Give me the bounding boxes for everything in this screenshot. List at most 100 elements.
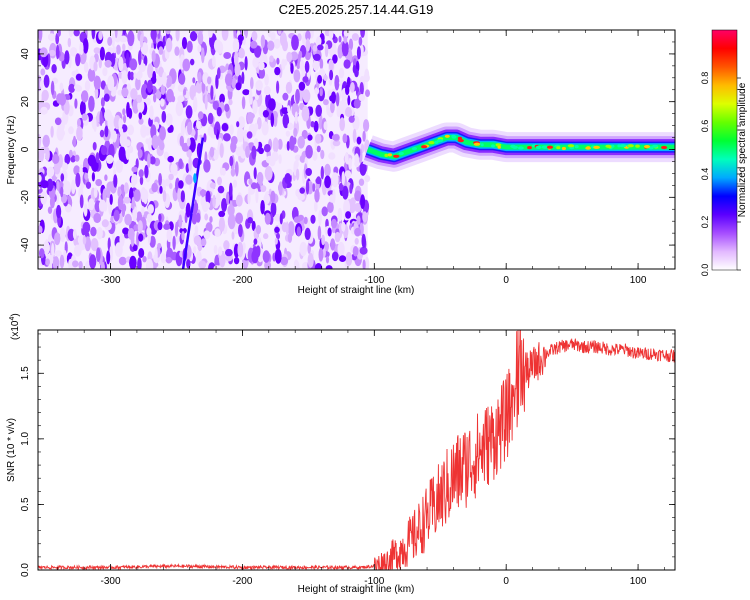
noise-speckle [188,156,192,172]
noise-speckle [78,261,83,269]
noise-speckle [361,233,366,248]
noise-speckle [87,154,96,167]
noise-speckle [324,175,331,189]
snr-line [38,330,675,570]
noise-speckle [277,138,283,150]
noise-speckle [165,113,173,126]
noise-speckle [93,47,101,54]
y-tick-label: 1.0 [20,431,31,445]
noise-speckle [90,238,99,252]
noise-speckle [255,245,261,258]
noise-speckle [191,212,198,225]
noise-speckle [302,76,309,83]
noise-speckle [141,205,145,216]
noise-speckle [362,259,366,269]
signal-hotspot [661,145,668,150]
noise-speckle [160,84,166,95]
noise-speckle [341,221,346,232]
noise-speckle [147,153,151,169]
noise-speckle [40,180,49,189]
noise-speckle [39,47,48,58]
signal-hotspot [480,143,484,147]
noise-speckle [175,101,184,117]
noise-speckle [262,250,270,263]
noise-speckle [213,244,218,255]
noise-speckle [138,169,144,178]
noise-speckle [203,201,211,210]
colorbar: 0.0 0.2 0.4 0.6 0.8 Normalized spectral ampl… [700,29,748,276]
noise-speckle [245,145,250,158]
noise-speckle [226,191,230,206]
noise-speckle [165,37,173,53]
noise-speckle [212,55,216,68]
snr-y-axis: 0.0 0.5 1.0 1.5 [20,333,675,577]
noise-speckle [297,193,306,201]
noise-speckle [314,87,320,95]
signal-hotspot [497,145,501,149]
noise-speckle [209,216,213,223]
noise-speckle [258,67,266,79]
noise-speckle [95,152,100,164]
noise-speckle [281,58,286,71]
noise-speckle [138,118,144,125]
noise-speckle [296,261,300,269]
x-tick-label: 0 [503,576,509,587]
noise-speckle [64,153,71,165]
noise-speckle [217,67,221,79]
noise-speckle [267,30,272,38]
noise-speckle [79,42,84,55]
noise-speckle [348,38,354,51]
y-tick-label: 40 [20,48,31,60]
noise-speckle [137,257,142,269]
noise-speckle [277,102,283,110]
noise-speckle [146,213,153,223]
noise-speckle [258,61,265,71]
colorbar-tick-label: 0.2 [700,216,710,229]
noise-speckle [116,133,120,149]
noise-speckle [54,117,62,126]
noise-speckle [342,133,348,144]
noise-speckle [72,260,79,268]
noise-speckle [285,221,289,236]
noise-speckle [293,69,301,83]
noise-speckle [331,251,339,262]
signal-hotspot [608,145,612,149]
noise-speckle [263,85,271,96]
noise-speckle [233,257,240,265]
spectrogram-x-label: Height of straight line (km) [298,285,415,296]
noise-speckle [167,155,174,163]
noise-speckle [354,227,361,237]
noise-speckle [354,68,359,78]
signal-hotspot [387,153,392,157]
noise-speckle [143,190,148,205]
noise-speckle [137,220,143,233]
noise-speckle [327,201,334,213]
noise-speckle [263,144,271,153]
noise-speckle [329,69,334,81]
noise-speckle [238,116,246,129]
snr-plot-area [38,330,675,570]
noise-speckle [213,149,219,161]
noise-speckle [253,167,257,180]
noise-speckle [178,214,183,229]
noise-speckle [174,221,179,237]
noise-speckle [175,30,180,42]
noise-speckle [280,256,289,266]
noise-speckle [129,255,137,269]
x-tick-label: 0 [503,275,509,286]
noise-speckle [207,126,214,137]
signal-hotspot [556,146,561,150]
noise-speckle [124,213,132,226]
noise-speckle [103,93,110,102]
noise-speckle [276,57,280,65]
noise-speckle [201,47,205,64]
noise-speckle [274,213,282,222]
noise-speckle [142,256,147,263]
noise-speckle [251,220,256,231]
noise-speckle [345,251,353,266]
noise-speckle [42,134,50,148]
x-tick-label: -300 [101,275,121,286]
noise-speckle [242,89,250,96]
noise-speckle [224,103,230,113]
noise-speckle [284,173,292,185]
